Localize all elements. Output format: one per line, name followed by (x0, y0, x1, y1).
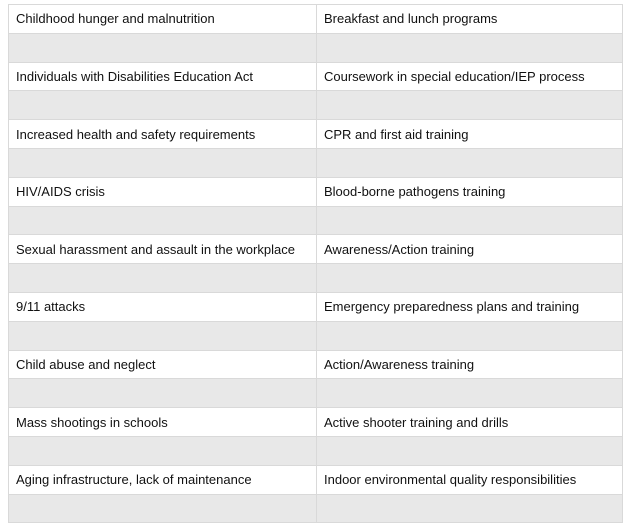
table-row: HIV/AIDS crisis Blood-borne pathogens tra… (8, 176, 623, 207)
empty-cell (316, 435, 623, 466)
table-row: Aging infrastructure, lack of maintenanc… (8, 464, 623, 495)
table-row: Increased health and safety requirements… (8, 119, 623, 149)
issues-responses-table: Childhood hunger and malnutrition Breakfa… (8, 4, 623, 524)
empty-cell (316, 493, 623, 524)
table-row: Child abuse and neglect Action/Awareness … (8, 349, 623, 380)
empty-cell (8, 320, 317, 351)
response-cell: Indoor environmental quality responsibil… (316, 464, 623, 495)
issue-cell: Sexual harassment and assault in the wor… (8, 234, 317, 265)
empty-cell (8, 32, 317, 63)
empty-cell (316, 378, 623, 409)
blank-row (8, 493, 623, 524)
empty-cell (8, 493, 317, 524)
blank-row (8, 32, 623, 63)
empty-cell (8, 205, 317, 236)
response-cell: Emergency preparedness plans and trainin… (316, 291, 623, 322)
blank-row (8, 378, 623, 409)
issue-cell: 9/11 attacks (8, 291, 317, 322)
issue-cell: Aging infrastructure, lack of maintenanc… (8, 464, 317, 495)
issue-cell: Increased health and safety requirements (8, 119, 317, 149)
empty-cell (316, 147, 623, 178)
blank-row (8, 320, 623, 351)
table-row: Childhood hunger and malnutrition Breakfa… (8, 4, 623, 34)
issue-cell: Child abuse and neglect (8, 349, 317, 380)
table-row: Individuals with Disabilities Education … (8, 61, 623, 92)
response-cell: Blood-borne pathogens training (316, 176, 623, 207)
issue-cell: Childhood hunger and malnutrition (8, 4, 317, 34)
response-cell: Action/Awareness training (316, 349, 623, 380)
empty-cell (316, 263, 623, 293)
blank-row (8, 263, 623, 293)
blank-row (8, 205, 623, 236)
empty-cell (316, 320, 623, 351)
empty-cell (8, 263, 317, 293)
blank-row (8, 147, 623, 178)
empty-cell (8, 378, 317, 409)
blank-row (8, 90, 623, 121)
response-cell: CPR and first aid training (316, 119, 623, 149)
table-row: Mass shootings in schools Active shooter … (8, 407, 623, 437)
response-cell: Coursework in special education/IEP proc… (316, 61, 623, 92)
empty-cell (316, 90, 623, 121)
response-cell: Awareness/Action training (316, 234, 623, 265)
issue-cell: Mass shootings in schools (8, 407, 317, 437)
empty-cell (8, 147, 317, 178)
response-cell: Breakfast and lunch programs (316, 4, 623, 34)
empty-cell (316, 32, 623, 63)
issue-cell: Individuals with Disabilities Education … (8, 61, 317, 92)
table-row: Sexual harassment and assault in the wor… (8, 234, 623, 265)
response-cell: Active shooter training and drills (316, 407, 623, 437)
empty-cell (8, 435, 317, 466)
empty-cell (8, 90, 317, 121)
empty-cell (316, 205, 623, 236)
table-row: 9/11 attacks Emergency preparedness plans… (8, 291, 623, 322)
blank-row (8, 435, 623, 466)
issue-cell: HIV/AIDS crisis (8, 176, 317, 207)
